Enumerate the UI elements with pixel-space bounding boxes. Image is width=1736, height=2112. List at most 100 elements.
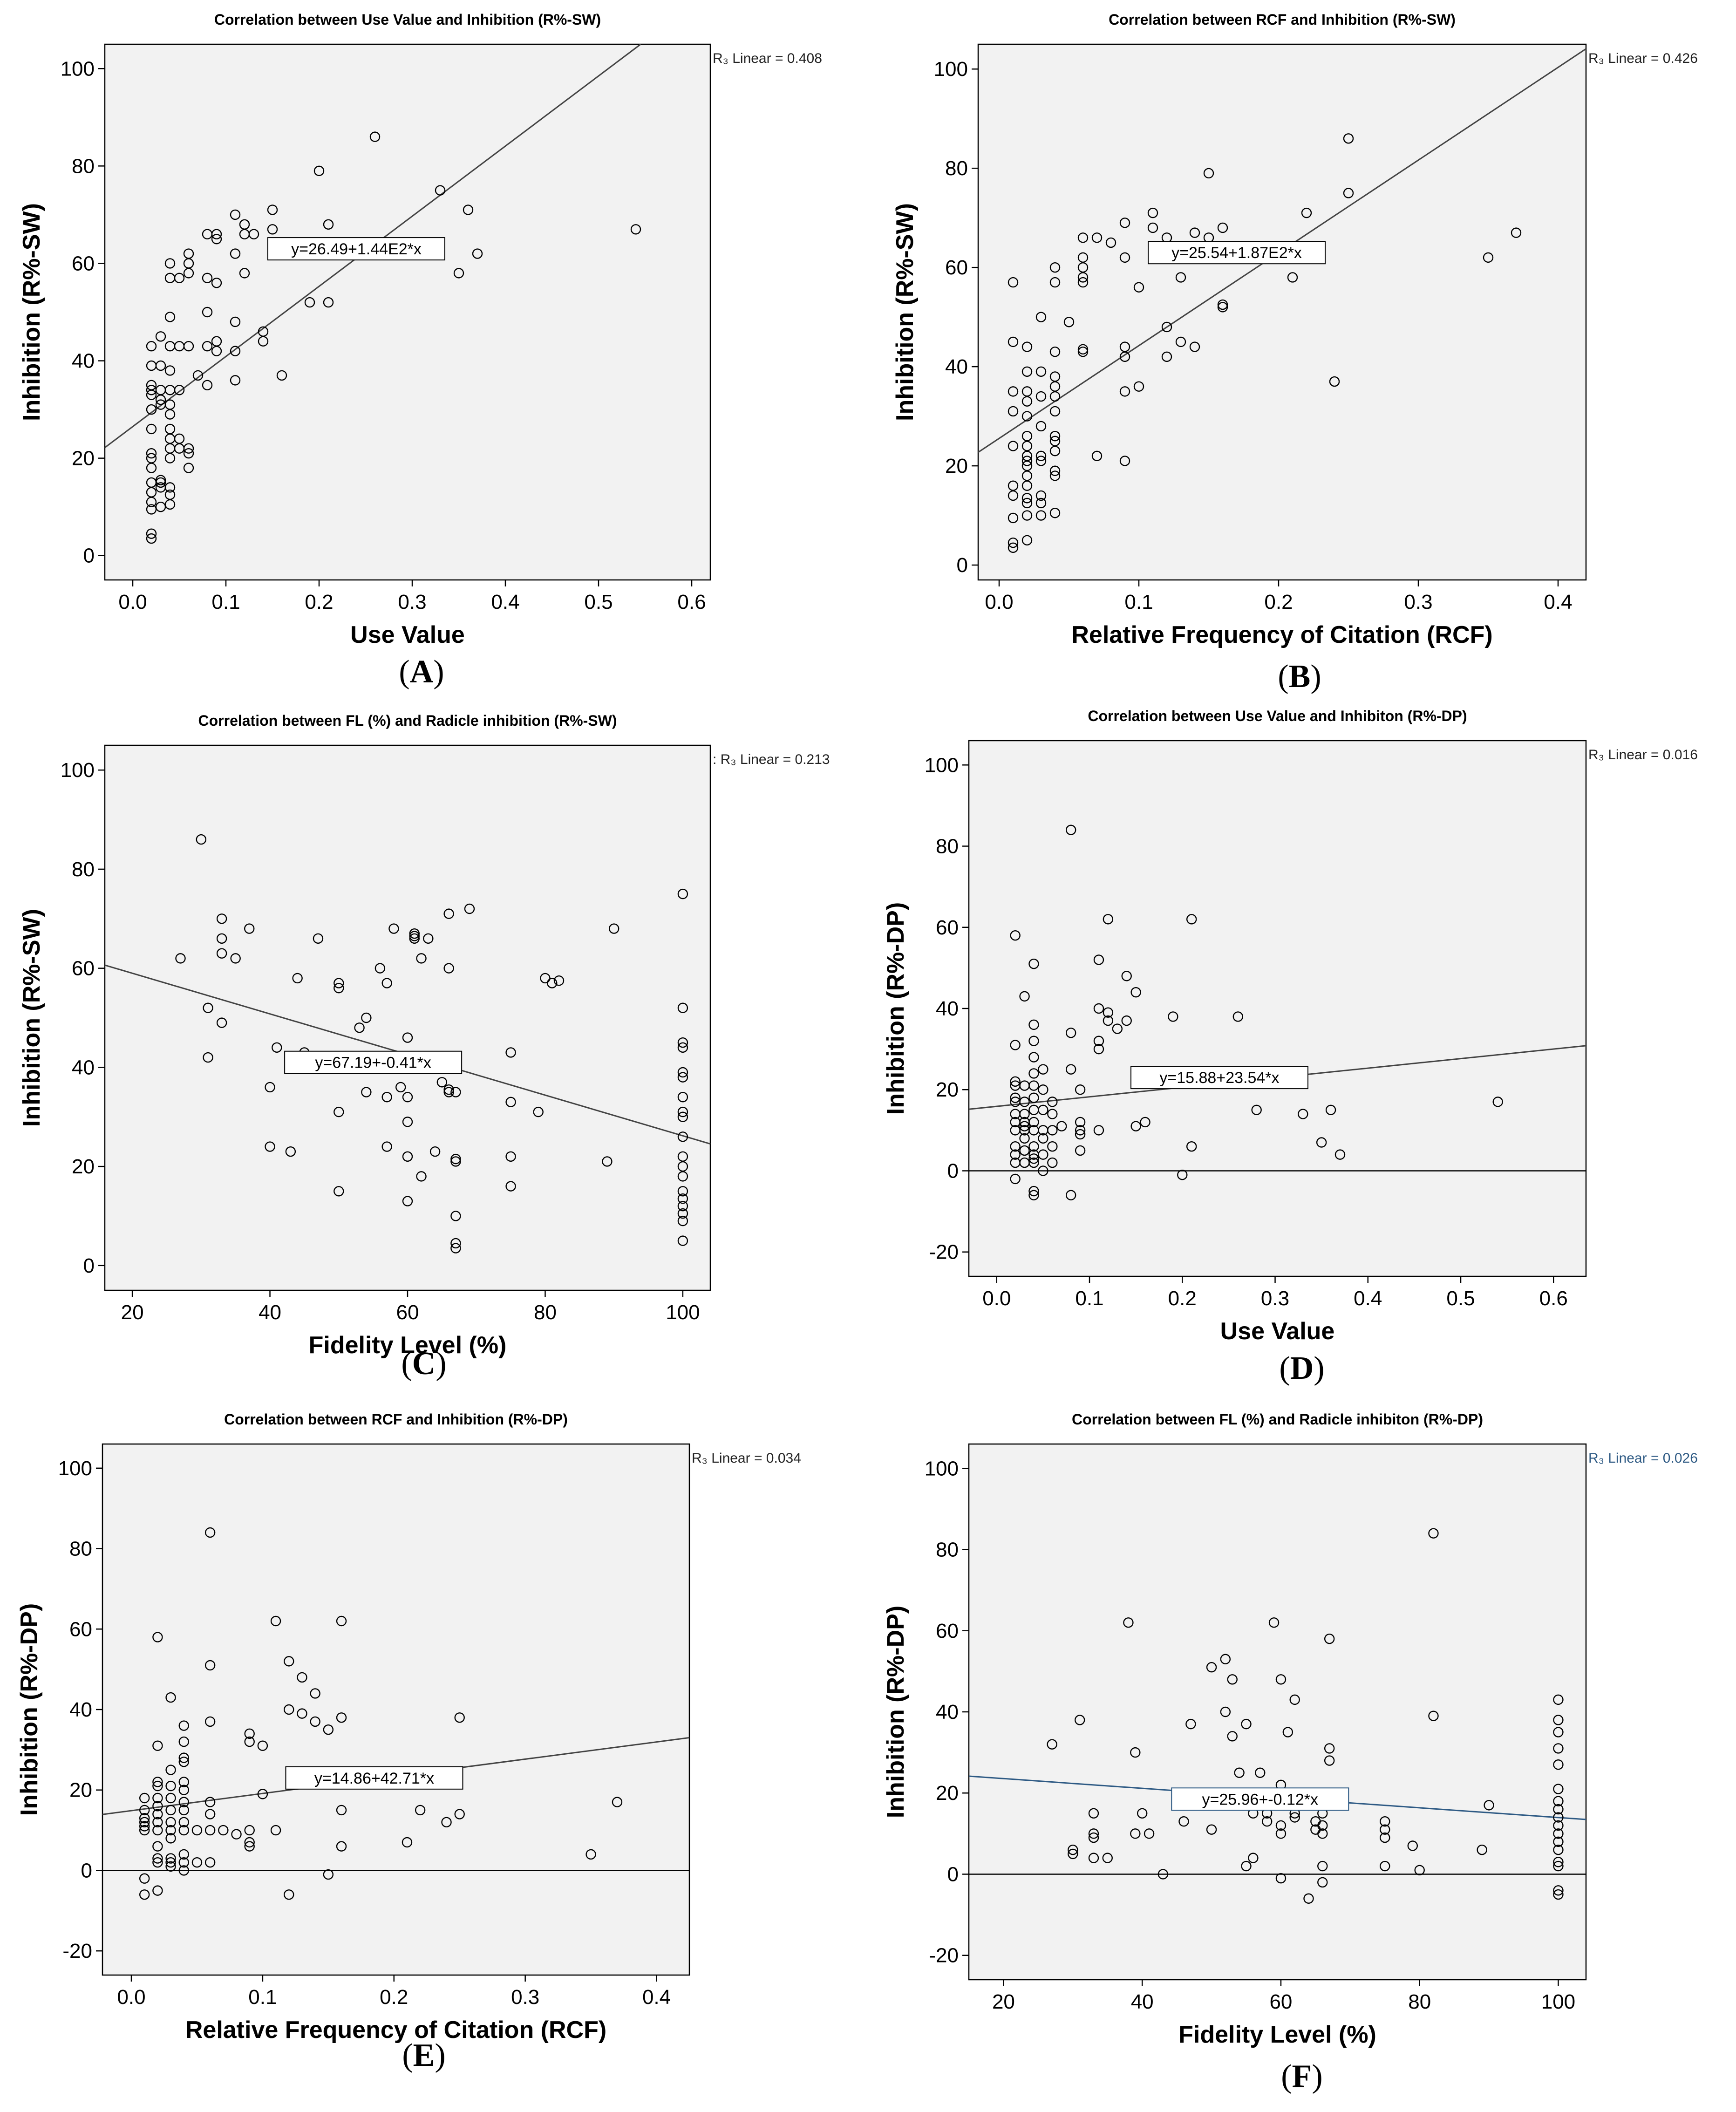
data-point bbox=[204, 1716, 216, 1727]
data-point bbox=[336, 1805, 347, 1816]
data-point bbox=[1021, 480, 1033, 491]
data-point bbox=[677, 1091, 688, 1103]
data-point bbox=[1123, 1617, 1134, 1628]
data-point bbox=[1175, 272, 1186, 283]
data-point bbox=[1021, 450, 1033, 461]
data-point bbox=[1008, 386, 1019, 397]
data-point bbox=[1049, 445, 1061, 456]
data-point bbox=[334, 1106, 344, 1117]
data-point bbox=[1049, 470, 1061, 481]
data-point bbox=[164, 423, 176, 435]
y-tick-label: 0 bbox=[83, 545, 95, 567]
equation-label: y=26.49+1.44E2*x bbox=[291, 240, 422, 258]
x-tick-label: 0.4 bbox=[491, 591, 519, 613]
data-point bbox=[361, 1087, 372, 1097]
data-point bbox=[244, 1837, 255, 1848]
plot-area bbox=[104, 43, 711, 581]
data-point bbox=[677, 1200, 688, 1212]
data-point bbox=[1133, 282, 1144, 293]
data-point bbox=[336, 1841, 347, 1852]
scatter-points bbox=[1008, 133, 1522, 553]
data-point bbox=[152, 1792, 163, 1804]
data-point bbox=[1157, 1869, 1169, 1880]
data-point bbox=[1317, 1820, 1328, 1831]
data-point bbox=[1241, 1860, 1252, 1872]
data-point bbox=[165, 1792, 176, 1804]
data-point bbox=[1316, 1137, 1327, 1148]
equation-box bbox=[285, 1766, 463, 1790]
data-point bbox=[155, 501, 166, 512]
data-point bbox=[310, 1688, 320, 1699]
x-tick-label: 0.0 bbox=[982, 1287, 1011, 1310]
data-point bbox=[1121, 1015, 1132, 1026]
data-point bbox=[677, 1193, 688, 1204]
data-point bbox=[1008, 490, 1019, 501]
data-point bbox=[1049, 508, 1061, 518]
panel-b: Correlation between RCF and Inhibition (… bbox=[892, 11, 1698, 695]
x-tick-label: 0.3 bbox=[398, 591, 426, 613]
y-tick-label: 100 bbox=[925, 1457, 959, 1480]
data-point bbox=[361, 1012, 372, 1023]
data-point bbox=[1047, 1739, 1057, 1750]
data-point bbox=[1075, 1129, 1086, 1140]
y-tick-label: 40 bbox=[936, 997, 959, 1020]
data-point bbox=[204, 1857, 216, 1868]
data-point bbox=[1553, 1820, 1564, 1831]
data-point bbox=[1133, 381, 1144, 392]
data-point bbox=[1047, 1097, 1058, 1107]
data-point bbox=[388, 923, 399, 934]
data-point bbox=[202, 273, 213, 284]
data-point bbox=[1047, 1157, 1058, 1168]
x-tick-label: 0.6 bbox=[677, 591, 706, 613]
data-point bbox=[1049, 436, 1061, 447]
data-point bbox=[1056, 1121, 1067, 1131]
x-tick-label: 0.6 bbox=[1539, 1287, 1568, 1310]
data-point bbox=[1255, 1767, 1266, 1778]
data-point bbox=[1077, 252, 1089, 263]
data-point bbox=[244, 923, 255, 934]
data-point bbox=[265, 1082, 275, 1093]
data-point bbox=[1102, 1853, 1113, 1863]
plot-area bbox=[102, 1443, 690, 1976]
data-point bbox=[416, 1171, 427, 1182]
data-point bbox=[429, 1146, 441, 1157]
data-point bbox=[146, 533, 157, 544]
data-point bbox=[1008, 406, 1019, 417]
x-tick-label: 80 bbox=[1408, 1990, 1431, 2013]
data-point bbox=[1008, 512, 1019, 524]
x-tick-label: 0.3 bbox=[1261, 1287, 1289, 1310]
data-point bbox=[1010, 930, 1021, 941]
data-point bbox=[146, 453, 157, 463]
scatter-points bbox=[175, 834, 688, 1254]
data-point bbox=[216, 933, 227, 944]
x-tick-label: 0.2 bbox=[380, 1986, 408, 2009]
chart-title: Correlation between RCF and Inhibition (… bbox=[1109, 11, 1456, 28]
data-point bbox=[1035, 421, 1047, 432]
data-point bbox=[336, 1615, 347, 1627]
x-tick-label: 20 bbox=[121, 1301, 144, 1324]
y-tick-label: 80 bbox=[936, 835, 959, 858]
data-point bbox=[164, 365, 176, 376]
data-point bbox=[585, 1849, 596, 1860]
data-point bbox=[1282, 1727, 1293, 1737]
data-point bbox=[1119, 386, 1130, 397]
data-point bbox=[1130, 1121, 1141, 1131]
data-point bbox=[1093, 1125, 1104, 1136]
x-axis-title: Fidelity Level (%) bbox=[309, 1332, 507, 1359]
data-point bbox=[1093, 1043, 1104, 1055]
data-point bbox=[1077, 232, 1089, 243]
data-point bbox=[1010, 1076, 1021, 1087]
data-point bbox=[1553, 1759, 1564, 1770]
panel-f: Correlation between FL (%) and Radicle i… bbox=[882, 1411, 1698, 2094]
y-tick-label: 20 bbox=[72, 447, 95, 470]
data-point bbox=[1220, 1706, 1231, 1717]
data-point bbox=[1093, 1003, 1104, 1014]
data-point bbox=[472, 248, 483, 259]
data-point bbox=[1077, 272, 1089, 283]
data-point bbox=[608, 923, 620, 934]
data-point bbox=[423, 933, 434, 944]
data-point bbox=[1147, 207, 1158, 218]
data-point bbox=[178, 1785, 189, 1795]
panel-label: (C) bbox=[401, 1346, 446, 1382]
